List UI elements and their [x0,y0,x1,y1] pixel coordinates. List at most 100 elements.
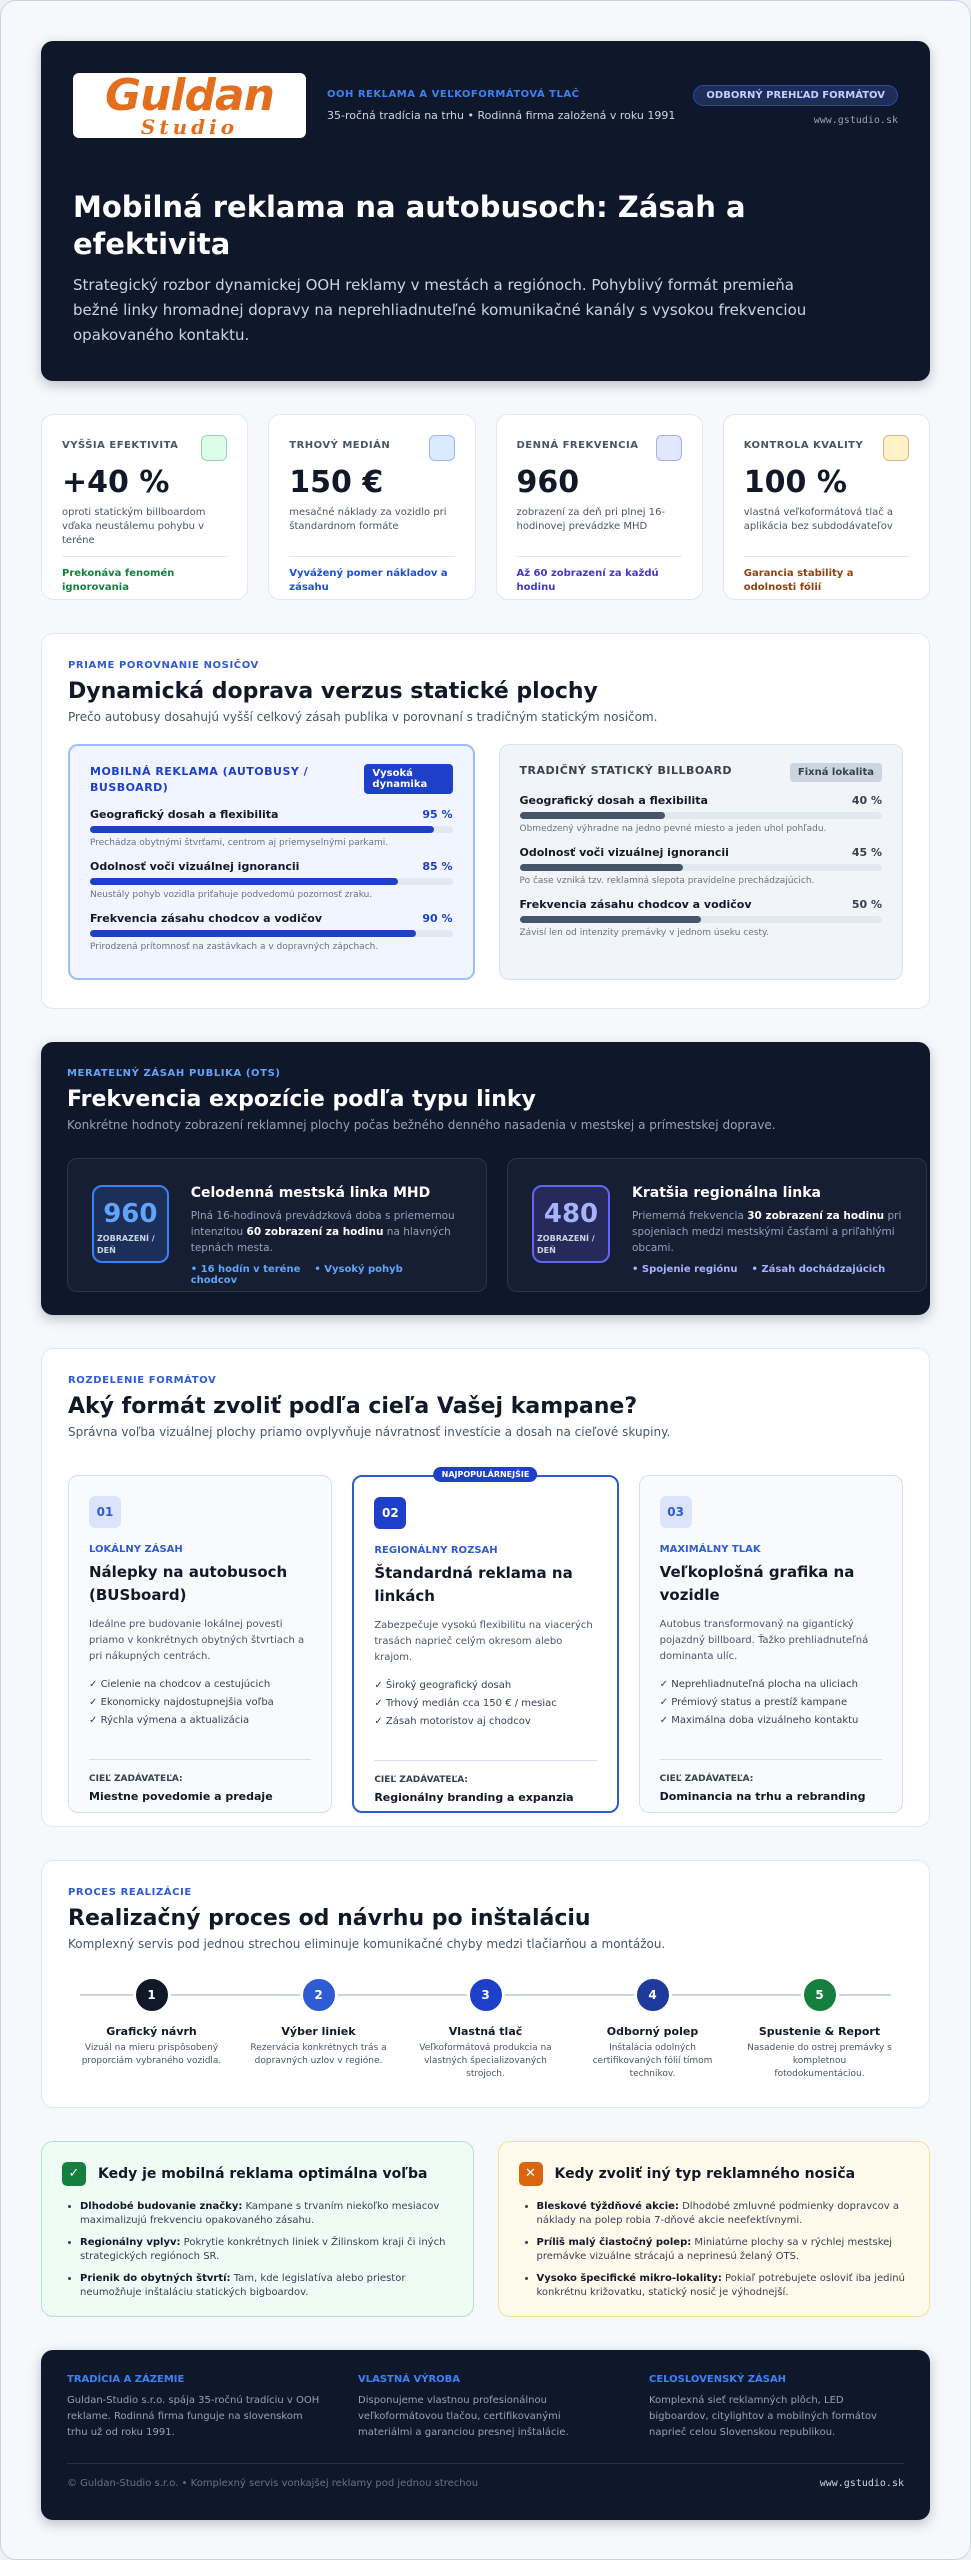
footer-column: TRADÍCIA A ZÁZEMIE Guldan-Studio s.r.o. s… [67,2374,322,2441]
format-item: Rýchla výmena a aktualizácia [89,1715,311,1726]
format-desc: Zabezpečuje vysokú flexibilitu na viacer… [374,1620,593,1663]
format-card: 03 MAXIMÁLNY TLAK Veľkoplošná grafika na v… [638,1475,903,1813]
step-circle: 3 [466,1976,505,2014]
frequency: MERATEĽNÝ ZÁSAH PUBLIKA (OTS) Frekvencia … [41,1042,930,1315]
badge: ODBORNÝ PREHĽAD FORMÁTOV [693,85,898,106]
metric-head: Odolnosť voči vizuálnej ignorancii 85 % [90,860,453,873]
section-title: Aký formát zvoliť podľa cieľa Vašej kamp… [68,1394,638,1419]
panel-title: TRADIČNÝ STATICKÝ BILLBOARD [519,764,733,777]
freq-number: 480 [543,1199,599,1229]
freq-text-part: 30 zobrazení za hodinu [747,1210,885,1222]
kpi-note: Prekonáva fenomén ignorovania [62,556,228,595]
metric-row: Odolnosť voči vizuálnej ignorancii 85 % Ne… [90,860,453,900]
freq-number-box: 960 ZOBRAZENÍ / DEŇ [92,1185,169,1263]
metric-head: Geografický dosah a flexibilita 40 % [520,794,883,807]
bar-track [90,878,453,885]
format-level: REGIONÁLNY ROZSAH [374,1545,498,1556]
kpi-icon [428,435,455,461]
eyebrow: ROZDELENIE FORMÁTOV [68,1375,217,1386]
metric-head: Frekvencia zásahu chodcov a vodičov 50 % [520,898,883,911]
bar-fill [519,864,683,871]
advice-item: Prienik do obytných štvrtí: Tam, kde leg… [80,2272,453,2300]
section-title: Realizačný proces od návrhu po inštaláci… [68,1906,591,1931]
freq-number: 960 [103,1199,158,1229]
freq-tag: Spojenie regiónu [632,1264,738,1275]
panel-tag: Fixná lokalita [789,763,882,782]
advice-list: Bleskové týždňové akcie: Dlhodobé zmluvn… [519,2200,910,2300]
tagline: OOH REKLAMA A VEĽKOFORMÁTOVÁ TLAČ [327,89,580,100]
goal: Dominancia na trhu a rebranding [659,1790,866,1803]
metric-row: Frekvencia zásahu chodcov a vodičov 90 % P… [90,912,453,952]
step: 5 Spustenie & Report Nasadenie do ostrej p… [736,1976,903,2081]
bar-track [90,826,453,833]
metric-note: Po čase vzniká tzv. reklamná slepota pra… [519,876,815,886]
advice-head: ✕ Kedy zvoliť iný typ reklamného nosiča [518,2162,910,2186]
step: 1 Grafický návrh Vizuál na mieru prispôsob… [68,1976,235,2081]
kpi-card: TRHOVÝ MEDIÁN 150 € mesačné náklady za voz… [268,414,476,600]
freq-number-box: 480 ZOBRAZENÍ / DEŇ [532,1185,610,1263]
eyebrow: PRIAME POROVNANIE NOSIČOV [68,660,259,671]
advice-list: Dlhodobé budovanie značky: Kampane s trv… [62,2200,453,2300]
bar-fill [90,930,417,937]
format-desc: Ideálne pre budovanie lokálnej povesti p… [89,1619,305,1662]
format-card: 01 LOKÁLNY ZÁSAH Nálepky na autobusoch (BU… [68,1475,333,1813]
step-circle: 1 [132,1976,171,2014]
kpi-value: 100 % [743,465,847,500]
metric-row: Geografický dosah a flexibilita 40 % Obmed… [519,794,883,834]
panel-tag: Vysoká dynamika [364,764,453,794]
step: 4 Odborný polep Inštalácia odolných certif… [569,1976,736,2081]
freq-text-part: na hlavných tepnách mesta. [190,1226,451,1254]
step-title: Grafický návrh [106,2025,197,2038]
logo-word: Guldan [104,73,275,121]
logo-sub: Studio [140,115,239,138]
format-num: 01 [89,1496,121,1528]
panel-head: MOBILNÁ REKLAMA (AUTOBUSY / BUSBOARD) Vys… [90,764,453,796]
format-desc: Autobus transformovaný na gigantický poj… [659,1619,869,1662]
advice-text: Pokiaľ potrebujete osloviť iba jedinú ko… [536,2273,905,2298]
freq-title: Celodenná mestská linka MHD [190,1185,431,1201]
copyright: © Guldan-Studio s.r.o. • Komplexný servi… [67,2478,479,2489]
format-item: Maximálna doba vizuálneho kontaktu [660,1715,882,1726]
footer-col-text: Komplexná sieť reklamných plôch, LED big… [649,2395,877,2438]
advice-lead: Prienik do obytných štvrtí: [80,2273,231,2284]
footer-col-text: Guldan-Studio s.r.o. spája 35-ročnú trad… [67,2395,320,2438]
kpi-desc: oproti statickým billboardom vďaka neust… [62,507,206,546]
advice-text: Miniatúrne plochy sa v rýchlej mestskej … [536,2237,893,2262]
step-desc: Vizuál na mieru prispôsobený proporciám … [81,2043,222,2066]
bar-track [519,864,882,871]
format-item: Široký geografický dosah [374,1680,596,1691]
freq-tag: Zásah dochádzajúcich [752,1264,886,1275]
format-cards: 01 LOKÁLNY ZÁSAH Nálepky na autobusoch (BU… [68,1467,903,1813]
format-item: Zásah motoristov aj chodcov [374,1716,596,1727]
freq-body: Celodenná mestská linka MHD Plná 16-hodin… [190,1185,462,1286]
advice-text: Tam, kde legislatíva alebo priestor neum… [80,2273,406,2298]
goal: Regionálny branding a expanzia [374,1791,574,1804]
metric-label: Geografický dosah a flexibilita [519,794,708,807]
kpi-value: +40 % [62,465,170,500]
advice-item: Dlhodobé budovanie značky: Kampane s trv… [80,2200,453,2228]
metric-value: 50 % [851,898,882,911]
kpi-label: TRHOVÝ MEDIÁN [289,440,391,451]
subline: 35-ročná tradícia na trhu • Rodinná firm… [327,109,676,122]
footer-columns: TRADÍCIA A ZÁZEMIE Guldan-Studio s.r.o. s… [67,2374,904,2441]
url: www.gstudio.sk [813,115,898,126]
format-level: LOKÁLNY ZÁSAH [89,1544,183,1555]
metric-row: Odolnosť voči vizuálnej ignorancii 45 % Po… [519,846,882,886]
panel-title: MOBILNÁ REKLAMA (AUTOBUSY / BUSBOARD) [90,765,309,794]
freq-text-part: Plná 16-hodinová prevádzková doba s prie… [190,1210,455,1238]
kpi-value: 960 [516,465,580,500]
advice-icon: ✓ [62,2162,86,2186]
freq-text-part: 60 zobrazení za hodinu [246,1226,384,1238]
step: 3 Vlastná tlač Veľkoformátová produkcia na… [402,1976,569,2081]
freq-text: Plná 16-hodinová prevádzková doba s prie… [191,1208,461,1256]
footer-column: VLASTNÁ VÝROBA Disponujeme vlastnou profe… [358,2374,613,2441]
advice-text: Pokrytie konkrétnych liniek v Žilinskom … [80,2237,446,2262]
advice-item: Vysoko špecifické mikro-lokality: Pokiaľ… [537,2272,910,2300]
footer: TRADÍCIA A ZÁZEMIE Guldan-Studio s.r.o. s… [41,2350,930,2520]
kpi-card: VYŠŠIA EFEKTIVITA +40 % oproti statickým b… [41,414,249,600]
steps: 1 Grafický návrh Vizuál na mieru prispôsob… [68,1976,903,2081]
metric-note: Prechádza obytnými štvrťami, centrom aj … [90,838,389,848]
footer-url: www.gstudio.sk [819,2478,904,2489]
panels: MOBILNÁ REKLAMA (AUTOBUSY / BUSBOARD) Vys… [68,744,903,980]
